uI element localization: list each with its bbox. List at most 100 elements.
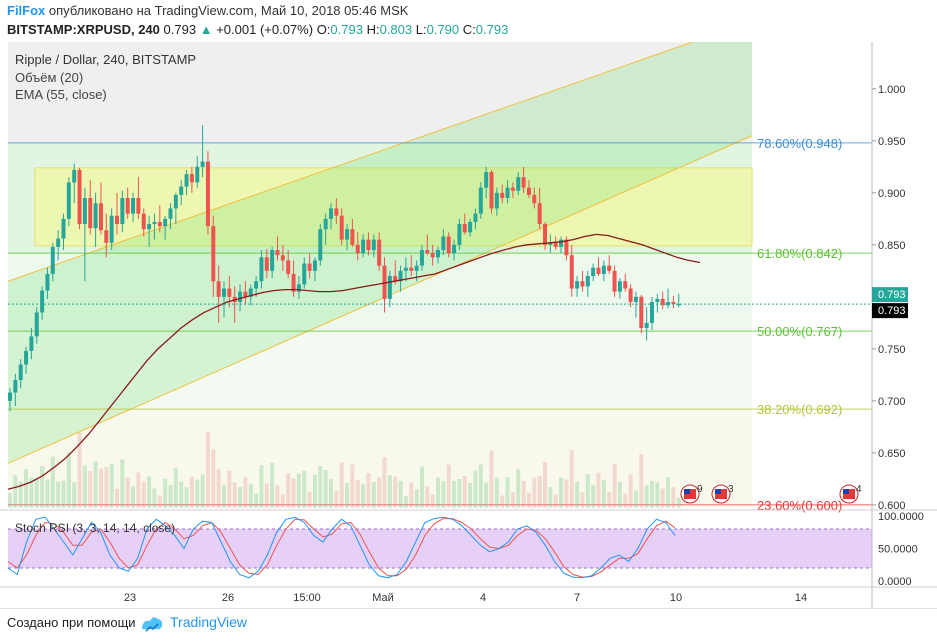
volume-bar bbox=[222, 484, 226, 508]
volume-bar bbox=[371, 482, 376, 508]
candle-body bbox=[211, 226, 216, 282]
volume-bar bbox=[323, 470, 328, 508]
footer-brand[interactable]: TradingView bbox=[170, 614, 248, 630]
candle-body bbox=[500, 192, 505, 199]
candle-body bbox=[366, 239, 371, 251]
volume-bar bbox=[312, 475, 317, 508]
volume-bar bbox=[147, 476, 152, 508]
volume-bar bbox=[318, 466, 323, 508]
volume-bar bbox=[377, 477, 382, 508]
open-label: O: bbox=[316, 22, 331, 37]
fib-label: 50.00%(0.767) bbox=[757, 324, 842, 339]
volume-bar bbox=[216, 469, 221, 508]
high-label: H: bbox=[366, 22, 380, 37]
candle-body bbox=[596, 267, 601, 274]
candle-body bbox=[521, 177, 526, 188]
candle-body bbox=[200, 161, 205, 167]
candle-body bbox=[393, 276, 398, 282]
volume-bar bbox=[425, 486, 430, 508]
candle-body bbox=[387, 276, 392, 299]
candle-body bbox=[125, 198, 130, 214]
candle-body bbox=[184, 174, 189, 187]
candle-body bbox=[403, 267, 408, 271]
fibonacci-retracement[interactable]: 78.60%(0.948) 61.80%(0.842) 50.00%(0.767) 3… bbox=[7, 42, 872, 513]
candle-body bbox=[473, 213, 478, 222]
candle-body bbox=[131, 198, 136, 214]
publish-info: опубликовано на TradingView.com, Май 10,… bbox=[48, 3, 409, 18]
candle-body bbox=[601, 265, 606, 274]
tradingview-logo-icon[interactable] bbox=[140, 613, 164, 640]
candle-body bbox=[24, 350, 29, 365]
volume-bar bbox=[77, 432, 82, 508]
volume-bar bbox=[478, 464, 483, 508]
time-tick-label: 7 bbox=[574, 592, 580, 604]
current-price-badge bbox=[872, 287, 908, 303]
candle-body bbox=[409, 267, 414, 271]
author-name[interactable]: FilFox bbox=[7, 3, 46, 18]
candle-body bbox=[478, 187, 483, 214]
channel-lower-line bbox=[7, 135, 753, 464]
candle-body bbox=[147, 224, 152, 230]
volume-bar bbox=[227, 470, 232, 508]
volume-bar bbox=[56, 481, 61, 508]
candle-body bbox=[264, 257, 269, 271]
volume-bar bbox=[505, 477, 510, 508]
volume-bar bbox=[34, 478, 39, 508]
candle-body bbox=[40, 290, 45, 313]
volume-bar bbox=[644, 485, 649, 508]
candle-body bbox=[468, 221, 473, 233]
price-axis[interactable]: 1.0000.9500.9000.8500.8000.7500.7000.650… bbox=[8, 42, 937, 608]
volume-bar bbox=[532, 477, 537, 508]
volume-bar bbox=[526, 492, 531, 508]
legend-volume: Объём (20) bbox=[15, 70, 83, 85]
volume-bar bbox=[559, 477, 564, 508]
event-markers[interactable]: 9 3 4 bbox=[680, 484, 862, 504]
candle-body bbox=[516, 177, 521, 191]
volume-bar bbox=[189, 476, 194, 508]
volume-bar bbox=[671, 487, 676, 508]
volume-bar bbox=[419, 466, 424, 508]
candle-body bbox=[452, 244, 457, 254]
time-axis[interactable]: 23 26 15:00 Май 4 7 10 14 bbox=[0, 586, 937, 604]
volume-bar bbox=[617, 482, 622, 508]
volume-bar bbox=[168, 485, 173, 508]
candle-body bbox=[216, 281, 221, 297]
candle-body bbox=[329, 208, 333, 219]
candle-body bbox=[559, 239, 564, 247]
legend-title: Ripple / Dollar, 240, BITSTAMP bbox=[15, 52, 196, 67]
low-label: L: bbox=[415, 22, 427, 37]
candle-body bbox=[152, 221, 157, 225]
volume-bar bbox=[125, 477, 130, 508]
price-chart[interactable]: 78.60%(0.948) 61.80%(0.842) 50.00%(0.767) 3… bbox=[0, 42, 937, 608]
fib-zone bbox=[8, 253, 752, 332]
candle-body bbox=[446, 236, 451, 254]
volume-bar bbox=[72, 482, 77, 508]
volume-bar bbox=[275, 485, 280, 508]
volume-bar bbox=[607, 491, 612, 508]
volume-bar bbox=[339, 462, 344, 508]
volume-bar bbox=[666, 477, 671, 508]
candle-body bbox=[115, 215, 119, 225]
open-value: 0.793 bbox=[330, 22, 363, 37]
price-tick-label: 0.650 bbox=[878, 448, 906, 460]
volume-bar bbox=[211, 449, 216, 508]
candle-body bbox=[307, 263, 312, 271]
volume-bar bbox=[521, 481, 526, 508]
volume-bar bbox=[393, 476, 398, 508]
symbol-label: BITSTAMP:XRPUSD, 240 bbox=[7, 22, 160, 37]
channel-upper-line bbox=[7, 42, 694, 282]
volume-bar bbox=[500, 495, 505, 508]
candle-body bbox=[173, 194, 178, 209]
price-tick-label: 0.850 bbox=[878, 240, 906, 252]
volume-bar bbox=[307, 491, 312, 508]
candle-body bbox=[462, 224, 467, 233]
volume-bar bbox=[291, 478, 296, 508]
volume-bar bbox=[163, 478, 168, 508]
candle-body bbox=[270, 250, 275, 271]
up-arrow-icon: ▲ bbox=[199, 22, 213, 37]
close-value: 0.793 bbox=[475, 22, 509, 37]
volume-bar bbox=[205, 432, 210, 508]
footer: Создано при помощи TradingView bbox=[0, 608, 937, 642]
volume-bar bbox=[248, 483, 253, 508]
volume-bar bbox=[575, 481, 580, 508]
